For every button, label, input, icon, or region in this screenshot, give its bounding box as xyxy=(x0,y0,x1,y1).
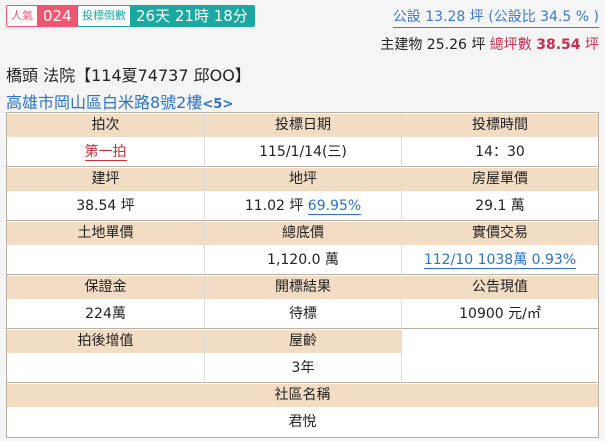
total-area-unit: 坪 xyxy=(585,37,599,53)
cell-land-unit-price xyxy=(7,245,205,275)
header-appreciation: 拍後增值 xyxy=(7,330,205,353)
header-age: 屋齡 xyxy=(205,330,402,353)
cell-land-area: 11.02 坪 69.95% xyxy=(205,191,402,221)
header-announced-value: 公告現值 xyxy=(402,276,598,299)
case-title: 橋頭 法院【114夏74737 邱OO】 xyxy=(6,66,251,85)
actual-trade-link[interactable]: 112/10 1038萬 0.93% xyxy=(423,252,577,269)
empty-cell xyxy=(402,329,598,383)
cell-age: 3年 xyxy=(205,353,402,383)
cell-building-area: 38.54 坪 xyxy=(7,191,205,221)
popularity-value: 024 xyxy=(37,6,78,26)
header-bid-time: 投標時間 xyxy=(402,114,598,137)
address-link[interactable]: 高雄市岡山區白米路8號2樓<5> xyxy=(6,89,233,113)
cell-announced-value: 10900 元/㎡ xyxy=(402,299,598,329)
header-bid-date: 投標日期 xyxy=(205,114,402,137)
header-building-area: 建坪 xyxy=(7,168,205,191)
cell-house-unit-price: 29.1 萬 xyxy=(402,191,598,221)
countdown-badge: 投標倒數 26天 21時 18分 xyxy=(77,5,255,27)
cell-bid-time: 14：30 xyxy=(402,137,598,167)
cell-bid-date: 115/1/14(三) xyxy=(205,137,402,167)
cell-auction-round: 第一拍 xyxy=(7,137,205,167)
header-auction-round: 拍次 xyxy=(7,114,205,137)
cell-result: 待標 xyxy=(205,299,402,329)
public-area-link[interactable]: 公設 13.28 坪 (公設比 34.5 % ) xyxy=(392,7,599,28)
popularity-badge: 人氣 024 xyxy=(6,5,79,27)
auction-info-table: 拍次 投標日期 投標時間 第一拍 115/1/14(三) 14：30 建坪 地坪… xyxy=(6,112,599,438)
header-land-unit-price: 土地單價 xyxy=(7,222,205,245)
header-deposit: 保證金 xyxy=(7,276,205,299)
popularity-label: 人氣 xyxy=(7,6,37,26)
land-area: 11.02 坪 xyxy=(244,198,304,214)
address-suffix: <5> xyxy=(202,97,234,112)
cell-reserve-price: 1,120.0 萬 xyxy=(205,245,402,275)
cell-deposit: 224萬 xyxy=(7,299,205,329)
header-result: 開標結果 xyxy=(205,276,402,299)
land-ratio-link[interactable]: 69.95% xyxy=(307,198,362,215)
main-building-area: 主建物 25.26 坪 xyxy=(380,37,486,53)
countdown-value: 26天 21時 18分 xyxy=(130,6,254,26)
address: 高雄市岡山區白米路8號2樓 xyxy=(6,93,203,112)
cell-actual-trade: 112/10 1038萬 0.93% xyxy=(402,245,598,275)
total-area-label: 總坪數 xyxy=(489,37,532,53)
total-area-value: 38.54 xyxy=(536,37,581,53)
header-house-unit-price: 房屋單價 xyxy=(402,168,598,191)
area-summary: 主建物 25.26 坪 總坪數 38.54 坪 xyxy=(380,35,599,55)
header-land-area: 地坪 xyxy=(205,168,402,191)
header-community: 社區名稱 xyxy=(7,384,598,407)
countdown-label: 投標倒數 xyxy=(78,6,130,26)
cell-community: 君悅 xyxy=(288,414,317,430)
header-actual-trade: 實價交易 xyxy=(402,222,598,245)
cell-appreciation xyxy=(7,353,205,383)
auction-round-link[interactable]: 第一拍 xyxy=(84,144,127,161)
header-reserve-price: 總底價 xyxy=(205,222,402,245)
